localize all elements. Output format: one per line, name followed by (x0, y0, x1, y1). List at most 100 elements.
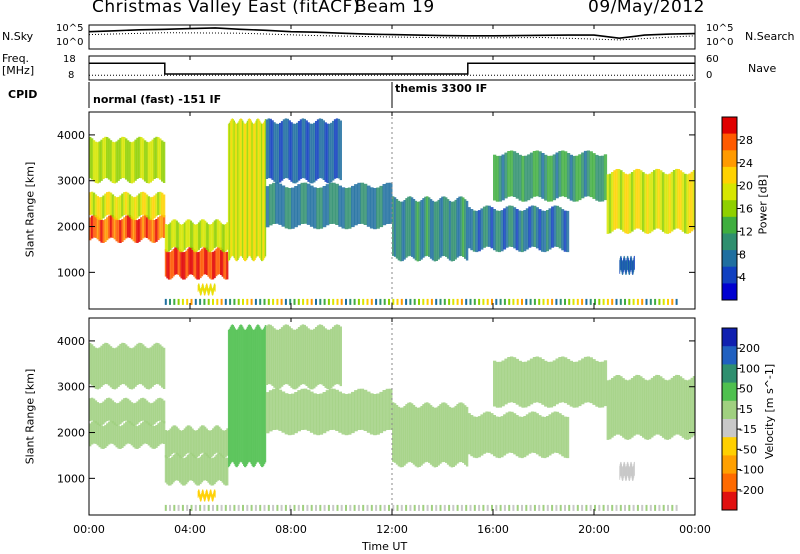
heatmap-cell (151, 402, 154, 426)
heatmap-cell (253, 329, 255, 468)
heatmap-cell (134, 402, 137, 426)
heatmap-cell (325, 184, 330, 226)
heatmap-cell (428, 197, 431, 257)
heatmap-cell (456, 404, 459, 464)
heatmap-cell (204, 426, 207, 455)
ground-scatter-cell (521, 504, 523, 511)
ground-scatter-cell (611, 504, 614, 511)
heatmap-cell (142, 344, 145, 386)
heatmap-cell (513, 207, 517, 249)
heatmap-cell (196, 430, 199, 458)
heatmap-cell (100, 402, 103, 426)
heatmap-cell (412, 199, 416, 259)
heatmap-cell (657, 169, 661, 229)
heatmap-cell (401, 201, 404, 262)
heatmap-cell (409, 402, 412, 462)
heatmap-cell (245, 122, 248, 260)
heatmap-cell (242, 326, 244, 464)
ground-scatter-cell (332, 298, 335, 305)
ground-scatter-cell (525, 298, 528, 305)
heatmap-cell (452, 201, 455, 261)
cpid-segment-2: themis 3300 IF (395, 82, 488, 95)
ground-scatter-cell (589, 298, 592, 305)
heatmap-cell (235, 123, 237, 262)
heatmap-cell (435, 407, 438, 467)
heatmap-cell (287, 188, 292, 230)
heatmap-cell (530, 205, 534, 247)
ground-scatter-cell (327, 504, 330, 511)
ground-scatter-cell (649, 298, 652, 305)
heatmap-cell (275, 182, 279, 224)
heatmap-cell (208, 251, 211, 279)
heatmap-cell (263, 120, 266, 259)
ground-scatter-cell (297, 504, 300, 511)
ground-scatter-cell (478, 504, 481, 511)
heatmap-cell (376, 393, 380, 435)
heatmap-cell (252, 123, 254, 262)
heatmap-cell (307, 122, 310, 182)
heatmap-cell (123, 398, 126, 421)
heatmap-cell (263, 326, 266, 465)
heatmap-cell (501, 154, 505, 201)
heatmap-cell (393, 403, 397, 463)
heatmap-cell (227, 329, 230, 468)
heatmap-cell (182, 458, 185, 486)
colorbar-tick-label: -15 (739, 423, 757, 436)
heatmap-cell (269, 324, 272, 385)
heatmap-cell (155, 342, 158, 384)
heatmap-cell (401, 407, 404, 468)
heatmap-cell (332, 326, 335, 387)
heatmap-cell (300, 388, 305, 430)
heatmap-cell (140, 343, 143, 385)
heatmap-cell (208, 430, 211, 459)
heatmap-cell (130, 142, 134, 184)
heatmap-cell (495, 416, 499, 458)
heatmap-cell (458, 196, 461, 257)
y-tick-label: 2000 (57, 427, 85, 440)
heatmap-cell (226, 457, 229, 486)
heatmap-cell (203, 492, 205, 500)
ground-scatter-cell (555, 298, 558, 305)
ground-scatter-cell (242, 504, 244, 511)
heatmap-cell (96, 402, 99, 425)
heatmap-cell (246, 120, 249, 259)
heatmap-cell (98, 403, 101, 427)
heatmap-cell (159, 191, 162, 215)
heatmap-cell (335, 118, 339, 178)
heatmap-cell (205, 284, 207, 292)
ground-scatter-cell (293, 504, 296, 511)
ground-scatter-cell (233, 504, 236, 511)
heatmap-cell (196, 458, 199, 486)
heatmap-cell (558, 151, 562, 197)
ground-scatter-cell (319, 504, 322, 511)
heatmap-cell (125, 215, 128, 239)
heatmap-cell (653, 170, 656, 230)
ground-scatter-cell (602, 504, 605, 511)
heatmap-cell (354, 184, 358, 226)
heatmap-cell (443, 196, 446, 256)
heatmap-cell (322, 326, 325, 386)
heatmap-cell (328, 123, 331, 184)
heatmap-cell (393, 197, 397, 257)
heatmap-cell (169, 252, 172, 280)
colorbar-tick-label: 15 (739, 403, 753, 416)
power-heatmap (89, 118, 695, 305)
heatmap-cell (244, 123, 246, 262)
heatmap-cell (558, 357, 562, 403)
heatmap-cell (303, 324, 306, 385)
heatmap-cell (100, 425, 103, 449)
heatmap-cell (213, 456, 216, 485)
heatmap-cell (330, 122, 333, 183)
ground-scatter-cell (632, 504, 635, 511)
heatmap-cell (635, 374, 638, 435)
heatmap-cell (254, 122, 256, 260)
heatmap-cell (363, 389, 368, 431)
heatmap-cell (569, 154, 573, 201)
heatmap-cell (104, 425, 107, 448)
heatmap-cell (338, 185, 342, 227)
colorbar-swatch (722, 491, 737, 511)
heatmap-cell (128, 347, 132, 389)
heatmap-cell (644, 379, 647, 440)
heatmap-cell (271, 120, 274, 180)
freq-line (89, 62, 695, 75)
